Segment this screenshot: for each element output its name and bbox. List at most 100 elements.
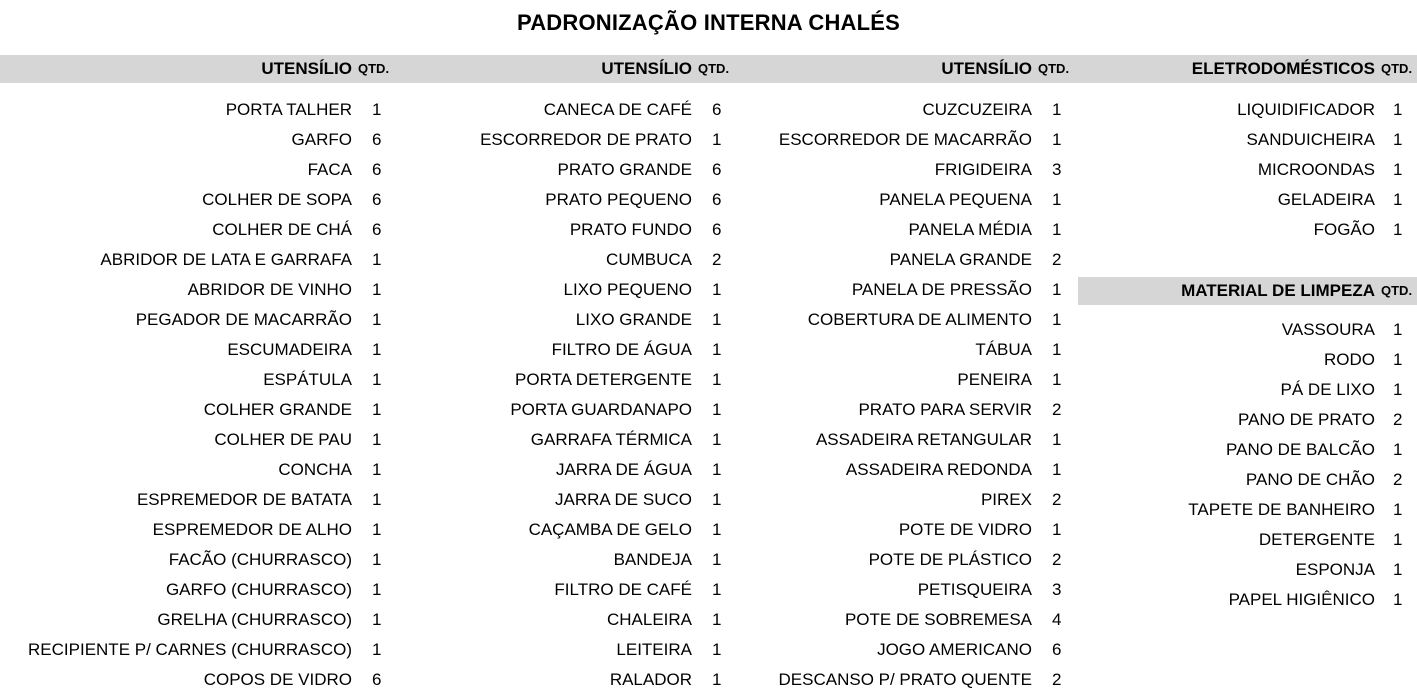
column-header-qty-label: QTD. [698,61,730,76]
item-name: FACÃO (CHURRASCO) [168,550,352,569]
item-quantity: 6 [372,130,382,149]
item-quantity: 1 [712,640,722,659]
table-row: GARFO 6 [0,125,382,155]
table-row: COLHER DE PAU 1 [0,425,381,455]
item-quantity: 1 [1393,220,1403,239]
table-row: FACA 6 [0,155,382,185]
item-name: PRATO FUNDO [569,220,692,239]
table-row: GARRAFA TÉRMICA 1 [352,425,722,455]
column-header-label: ELETRODOMÉSTICOS [1191,59,1375,78]
item-quantity: 1 [1052,310,1062,329]
table-row: ASSADEIRA RETANGULAR 1 [692,425,1062,455]
item-quantity: 1 [712,430,722,449]
table-row: ESPONJA 1 [1078,555,1403,585]
item-quantity: 1 [712,550,722,569]
item-quantity: 2 [1052,550,1062,569]
item-quantity: 3 [1052,160,1062,179]
item-name: CUMBUCA [606,250,692,269]
table-row: PORTA TALHER 1 [0,95,382,125]
item-quantity: 1 [372,250,382,269]
item-quantity: 1 [1393,530,1403,549]
item-name: FILTRO DE CAFÉ [554,580,692,599]
item-quantity: 1 [372,430,382,449]
table-row: ESCUMADEIRA 1 [0,335,381,365]
table-row: PRATO PARA SERVIR 2 [692,395,1061,425]
item-name: COLHER DE CHÁ [212,220,352,239]
table-row: RODO 1 [1078,345,1402,375]
table-row: DETERGENTE 1 [1078,525,1403,555]
table-row: ASSADEIRA REDONDA 1 [692,455,1062,485]
item-name: CAÇAMBA DE GELO [528,520,692,539]
table-row: ESCORREDOR DE PRATO 1 [352,125,721,155]
item-quantity: 1 [712,490,722,509]
column-body-utensilios-2: CANECA DE CAFÉ 6 ESCORREDOR DE PRATO 1 PRATO… [352,95,722,694]
item-quantity: 1 [372,370,382,389]
item-name: COLHER DE SOPA [202,190,352,209]
table-row: CAÇAMBA DE GELO 1 [352,515,722,545]
table-row: FOGÃO 1 [1078,215,1403,245]
item-name: JARRA DE SUCO [555,490,692,509]
item-quantity: 1 [1393,350,1403,369]
column-header-utensilios-3: UTENSÍLIO QTD. [692,55,1069,83]
item-quantity: 1 [712,340,722,359]
item-name: PANELA DE PRESSÃO [851,280,1032,299]
item-name: TÁBUA [975,340,1032,359]
item-name: ABRIDOR DE VINHO [187,280,352,299]
item-quantity: 1 [712,580,722,599]
item-name: JARRA DE ÁGUA [555,460,692,479]
column-header-utensilios-2: UTENSÍLIO QTD. [352,55,729,83]
item-quantity: 1 [372,100,382,119]
item-name: MICROONDAS [1257,160,1375,179]
table-row: MICROONDAS 1 [1078,155,1403,185]
table-row: CANECA DE CAFÉ 6 [352,95,722,125]
item-quantity: 1 [1393,560,1403,579]
item-name: FILTRO DE ÁGUA [551,340,692,359]
column-header-qty-label: QTD. [358,61,390,76]
item-name: GARFO [291,130,352,149]
item-quantity: 1 [712,280,722,299]
item-quantity: 6 [372,190,382,209]
table-row: PRATO FUNDO 6 [352,215,722,245]
item-quantity: 6 [372,220,382,239]
item-name: JOGO AMERICANO [877,640,1032,659]
table-row: DESCANSO P/ PRATO QUENTE 2 [692,665,1062,694]
item-quantity: 1 [1052,280,1062,299]
table-row: LIXO PEQUENO 1 [352,275,722,305]
item-quantity: 2 [712,250,722,269]
table-row: CONCHA 1 [0,455,381,485]
item-quantity: 1 [1052,340,1062,359]
item-name: COBERTURA DE ALIMENTO [807,310,1032,329]
item-name: PANO DE PRATO [1238,410,1375,429]
table-row: COLHER GRANDE 1 [0,395,382,425]
item-name: BANDEJA [613,550,692,569]
table-row: JOGO AMERICANO 6 [692,635,1061,665]
item-name: ASSADEIRA REDONDA [845,460,1032,479]
table-row: POTE DE VIDRO 1 [692,515,1062,545]
table-row: ABRIDOR DE LATA E GARRAFA 1 [0,245,381,275]
item-quantity: 1 [1052,220,1062,239]
table-row: PANELA GRANDE 2 [692,245,1062,275]
table-row: ESPREMEDOR DE ALHO 1 [0,515,382,545]
cleaning-header-band [1078,277,1417,305]
column-header-qty-label: QTD. [1381,283,1413,298]
item-quantity: 1 [372,280,382,299]
table-row: FILTRO DE CAFÉ 1 [352,575,721,605]
table-row: COPOS DE VIDRO 6 [0,665,382,694]
item-name: GRELHA (CHURRASCO) [157,610,352,629]
column-header-qty-label: QTD. [1381,61,1413,76]
table-row: GELADEIRA 1 [1078,185,1403,215]
table-row: POTE DE SOBREMESA 4 [692,605,1062,635]
item-name: SANDUICHEIRA [1246,130,1375,149]
item-name: TAPETE DE BANHEIRO [1188,500,1375,519]
table-row: ESPÁTULA 1 [0,365,381,395]
table-row: TAPETE DE BANHEIRO 1 [1078,495,1402,525]
item-quantity: 1 [712,370,722,389]
table-row: POTE DE PLÁSTICO 2 [692,545,1062,575]
table-row: ESCORREDOR DE MACARRÃO 1 [692,125,1062,155]
item-name: COPOS DE VIDRO [203,670,352,689]
item-quantity: 1 [372,550,382,569]
item-name: POTE DE SOBREMESA [844,610,1032,629]
item-name: ESCORREDOR DE MACARRÃO [778,130,1032,149]
item-quantity: 1 [1393,440,1403,459]
item-quantity: 1 [1052,190,1062,209]
